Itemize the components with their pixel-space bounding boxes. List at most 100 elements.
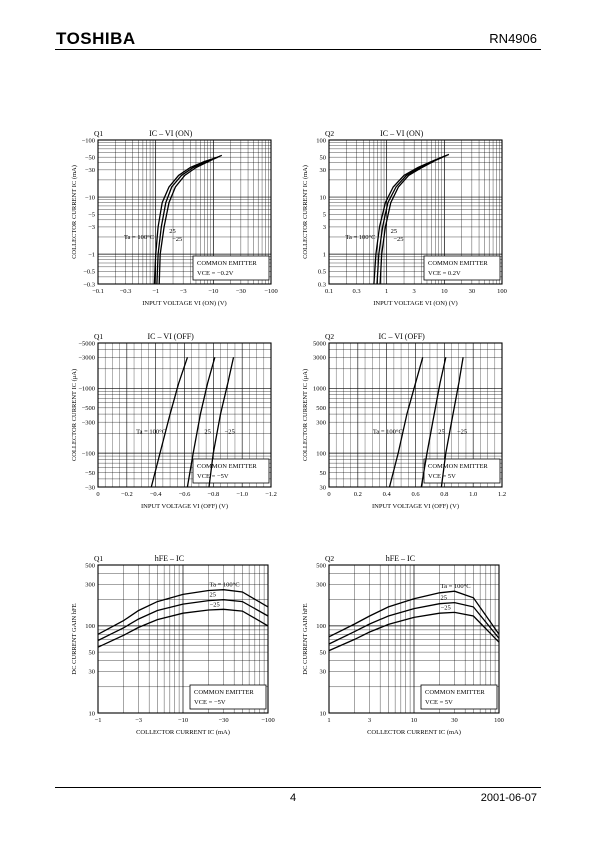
y-tick-label: −1 (88, 251, 95, 258)
series-line-25 (97, 599, 269, 642)
x-tick-label: −0.2 (121, 491, 133, 498)
y-tick-label: −0.3 (83, 281, 95, 288)
chart-title: IC – VI (OFF) (379, 332, 426, 341)
x-tick-label: 0.4 (383, 491, 392, 498)
series-line-25 (420, 357, 447, 488)
note-box (423, 255, 501, 281)
y-tick-label: 5000 (313, 340, 326, 347)
series-line-25 (156, 155, 221, 285)
x-axis-label: INPUT VOLTAGE VI (OFF) (V) (372, 503, 459, 510)
note-box (189, 684, 267, 710)
series-label: Ta = 100°C (373, 429, 403, 436)
series-line-25 (379, 153, 450, 285)
note-text: COMMON EMITTER (428, 260, 488, 267)
note-box (192, 458, 270, 484)
page-number: 4 (290, 792, 297, 804)
y-tick-label: 300 (316, 419, 326, 426)
y-tick-label: 5 (323, 212, 326, 219)
x-tick-label: 0.8 (440, 491, 448, 498)
x-tick-label: −1 (152, 288, 159, 295)
x-tick-label: −0.4 (150, 491, 163, 498)
chart-title: IC – VI (ON) (149, 129, 193, 138)
y-axis-label: COLLECTOR CURRENT IC (mA) (71, 165, 78, 259)
series-line-ta-100-c (328, 590, 500, 638)
series-line-25 (158, 154, 223, 285)
y-axis-label: COLLECTOR CURRENT IC (mA) (302, 165, 309, 259)
y-tick-label: 50 (320, 470, 327, 477)
y-tick-label: 500 (316, 562, 326, 569)
series-line-25 (440, 357, 464, 488)
part-number: RN4906 (489, 31, 537, 46)
series-label: Ta = 100°C (136, 429, 166, 436)
chart-label: Q1 (94, 332, 103, 341)
plot-frame (97, 139, 272, 285)
y-tick-label: 300 (316, 582, 326, 589)
y-tick-label: 0.5 (318, 269, 326, 276)
y-tick-label: −1000 (78, 386, 95, 393)
y-tick-label: 100 (316, 137, 326, 144)
y-axis-label: DC CURRENT GAIN hFE (302, 603, 309, 674)
x-tick-label: 100 (497, 288, 507, 295)
series-line-ta-100-c (150, 357, 189, 488)
y-tick-label: 10 (320, 710, 327, 717)
y-tick-label: 50 (320, 154, 327, 161)
x-tick-label: 1 (327, 717, 330, 724)
series-line-ta-100-c (153, 156, 219, 285)
x-tick-label: 0 (327, 491, 330, 498)
y-axis-label: COLLECTOR CURRENT IC (μA) (302, 369, 309, 461)
x-axis-label: COLLECTOR CURRENT IC (mA) (367, 729, 461, 736)
y-tick-label: −50 (85, 154, 95, 161)
x-tick-label: 100 (494, 717, 504, 724)
note-text: VCE = 0.2V (428, 270, 461, 277)
series-label: 25 (210, 592, 217, 599)
series-line-25 (186, 357, 216, 488)
series-line-25 (328, 601, 500, 645)
x-tick-label: −0.1 (92, 288, 104, 295)
y-tick-label: −50 (85, 470, 95, 477)
chart-q1-ic-vi-off: 0 −0.2 −0.4 −0.6 −0.8 −1.0 −1.2 −30 −50 −100 −300 −… (71, 332, 277, 510)
x-tick-label: −10 (208, 288, 218, 295)
y-tick-label: 300 (85, 582, 95, 589)
x-tick-label: 10 (411, 717, 418, 724)
x-tick-label: −30 (236, 288, 246, 295)
x-axis-label: INPUT VOLTAGE VI (ON) (V) (373, 300, 457, 307)
x-tick-label: −3 (135, 717, 142, 724)
document-date: 2001-06-07 (480, 792, 537, 804)
y-tick-label: −0.5 (83, 269, 95, 276)
series-label: Ta = 100°C (345, 234, 375, 241)
x-axis-label: COLLECTOR CURRENT IC (mA) (136, 729, 230, 736)
x-tick-label: −100 (261, 717, 274, 724)
x-tick-label: 0.3 (352, 288, 360, 295)
series-label: 25 (391, 228, 398, 235)
x-tick-label: 0.2 (354, 491, 362, 498)
chart-title: hFE – IC (386, 554, 415, 563)
y-tick-label: 30 (320, 167, 327, 174)
y-tick-label: −5000 (78, 340, 95, 347)
note-box (192, 255, 270, 281)
series-label: 25 (438, 429, 445, 436)
y-tick-label: 1000 (313, 386, 326, 393)
series-line-25 (328, 611, 500, 652)
y-tick-label: 30 (89, 669, 96, 676)
y-tick-label: −100 (82, 137, 95, 144)
note-text: COMMON EMITTER (425, 689, 485, 696)
series-label: Ta = 100°C (210, 582, 240, 589)
chart-label: Q2 (325, 554, 334, 563)
series-label: 25 (169, 228, 176, 235)
y-axis-label: DC CURRENT GAIN hFE (71, 603, 78, 674)
note-text: COMMON EMITTER (428, 463, 488, 470)
x-tick-label: −0.3 (120, 288, 132, 295)
x-tick-label: 30 (469, 288, 476, 295)
x-axis-label: INPUT VOLTAGE VI (OFF) (V) (141, 503, 228, 510)
x-tick-label: −3 (180, 288, 187, 295)
chart-title: hFE – IC (155, 554, 184, 563)
x-tick-label: 1 (385, 288, 388, 295)
y-tick-label: 50 (320, 649, 327, 656)
y-tick-label: −30 (85, 484, 95, 491)
y-tick-label: −3000 (78, 355, 95, 362)
note-box (423, 458, 501, 484)
plot-frame (97, 564, 269, 714)
series-label: −25 (172, 236, 182, 243)
series-label: Ta = 100°C (124, 234, 154, 241)
